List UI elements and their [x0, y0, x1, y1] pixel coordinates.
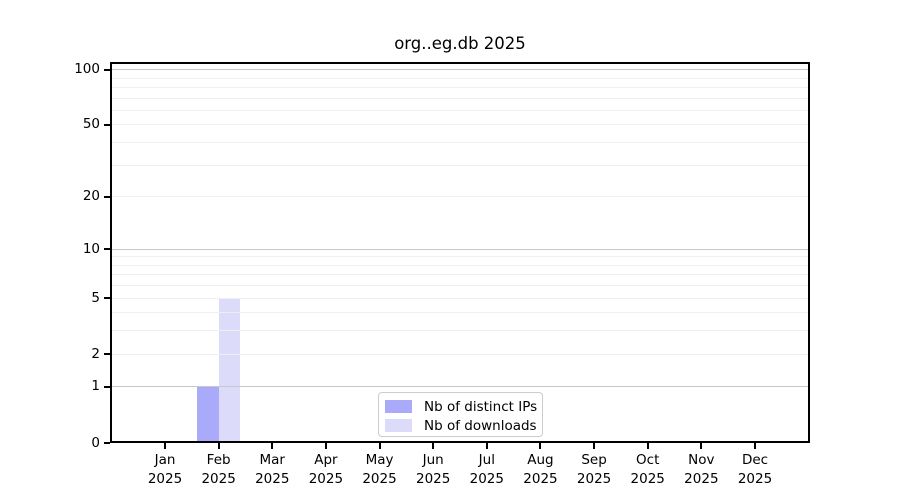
- x-tick-label-jul-2025: Jul 2025: [469, 452, 504, 487]
- x-tick-label-jan-2025: Jan 2025: [147, 452, 183, 487]
- legend-item-distinct-ips: Nb of distinct IPs: [379, 397, 542, 416]
- y-tick-1: [104, 385, 110, 388]
- y-gridline-minor-8: [110, 264, 810, 266]
- y-gridline-minor-80: [110, 86, 810, 88]
- y-gridline-major-1: [110, 386, 810, 388]
- plot-area: Nb of distinct IPs Nb of downloads 0 1 2 5 1…: [74, 61, 810, 487]
- x-tick-label-aug-2025: Aug 2025: [523, 452, 558, 487]
- y-tick-50: [104, 123, 110, 126]
- y-gridline-minor-70: [110, 97, 810, 99]
- y-tick-label-1: 1: [91, 378, 100, 395]
- x-tick-label-sep-2025: Sep 2025: [576, 452, 612, 487]
- x-tick-jan-2025: [164, 443, 166, 449]
- bar-nb-of-downloads-feb-2025: [218, 298, 241, 443]
- y-tick-100: [104, 68, 110, 71]
- legend: Nb of distinct IPs Nb of downloads: [378, 392, 543, 437]
- x-tick-aug-2025: [539, 443, 542, 449]
- y-gridline-major-100: [110, 69, 810, 71]
- x-tick-label-jun-2025: Jun 2025: [415, 452, 451, 487]
- x-tick-label-nov-2025: Nov 2025: [684, 452, 719, 487]
- x-tick-label-dec-2025: Dec 2025: [737, 452, 773, 487]
- y-gridline-minor-30: [110, 164, 810, 166]
- legend-swatch-distinct-ips: [385, 400, 412, 413]
- y-tick-2: [104, 353, 110, 356]
- x-tick-label-may-2025: May 2025: [362, 452, 397, 487]
- y-gridline-minor-60: [110, 109, 810, 111]
- x-tick-mar-2025: [271, 443, 274, 449]
- x-tick-label-mar-2025: Mar 2025: [255, 452, 290, 487]
- x-tick-sep-2025: [593, 443, 596, 449]
- x-tick-label-apr-2025: Apr 2025: [308, 452, 344, 487]
- y-gridline-minor-5: [110, 297, 810, 299]
- y-tick-label-10: 10: [82, 240, 100, 257]
- y-gridline-minor-2: [110, 353, 810, 355]
- y-tick-0: [104, 442, 110, 444]
- x-tick-nov-2025: [700, 443, 703, 449]
- y-gridline-minor-6: [110, 285, 810, 287]
- y-gridline-minor-40: [110, 142, 810, 144]
- bar-nb-of-distinct-ips-feb-2025: [197, 386, 219, 443]
- y-tick-label-0: 0: [91, 434, 100, 451]
- y-tick-label-20: 20: [82, 188, 100, 205]
- legend-item-downloads: Nb of downloads: [379, 416, 542, 435]
- legend-label-downloads: Nb of downloads: [424, 417, 537, 434]
- y-tick-label-100: 100: [74, 61, 100, 78]
- y-gridline-minor-4: [110, 312, 810, 314]
- legend-swatch-downloads: [385, 419, 412, 432]
- y-gridline-major-10: [110, 248, 810, 250]
- y-gridline-minor-3: [110, 330, 810, 332]
- y-gridline-minor-7: [110, 274, 810, 276]
- x-tick-jun-2025: [432, 443, 435, 449]
- legend-label-distinct-ips: Nb of distinct IPs: [424, 398, 538, 415]
- x-tick-feb-2025: [217, 443, 220, 449]
- y-tick-label-2: 2: [91, 345, 100, 362]
- x-tick-jul-2025: [485, 443, 488, 449]
- x-tick-may-2025: [378, 443, 381, 449]
- y-tick-5: [104, 297, 110, 300]
- y-gridline-minor-9: [110, 256, 810, 258]
- y-gridline-minor-20: [110, 196, 810, 198]
- x-tick-apr-2025: [324, 443, 327, 449]
- y-tick-10: [104, 248, 110, 250]
- x-tick-oct-2025: [646, 443, 649, 449]
- y-tick-label-50: 50: [82, 116, 100, 133]
- y-tick-20: [104, 195, 110, 198]
- x-tick-label-feb-2025: Feb 2025: [201, 452, 236, 487]
- y-gridline-minor-90: [110, 77, 810, 79]
- x-tick-dec-2025: [754, 443, 756, 449]
- x-tick-label-oct-2025: Oct 2025: [630, 452, 665, 487]
- chart-title: org..eg.db 2025: [394, 34, 526, 53]
- y-gridline-minor-50: [110, 124, 810, 126]
- y-tick-label-5: 5: [91, 289, 100, 306]
